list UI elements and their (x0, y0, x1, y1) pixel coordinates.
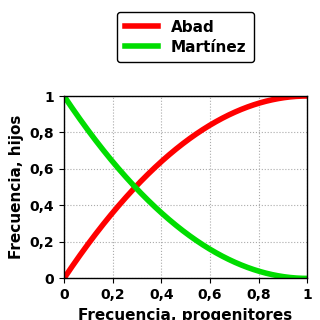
Abad (256, 101, 260, 105)
Martínez (169, 220, 173, 223)
Martínez (256, 269, 260, 273)
Legend: Abad, Martínez: Abad, Martínez (117, 12, 254, 62)
Martínez (62, 94, 66, 98)
Y-axis label: Frecuencia, hijos: Frecuencia, hijos (9, 115, 24, 260)
Martínez (252, 268, 256, 271)
Abad (169, 151, 173, 155)
Abad (252, 103, 256, 107)
Martínez (229, 259, 233, 262)
X-axis label: Frecuencia, progenitores: Frecuencia, progenitores (78, 308, 293, 320)
Abad (62, 276, 66, 280)
Martínez (160, 212, 164, 216)
Abad (160, 159, 164, 163)
Line: Abad: Abad (64, 96, 307, 278)
Martínez (305, 276, 309, 280)
Abad (305, 94, 309, 98)
Abad (229, 112, 233, 116)
Abad (87, 241, 91, 245)
Line: Martínez: Martínez (64, 96, 307, 278)
Martínez (87, 129, 91, 133)
